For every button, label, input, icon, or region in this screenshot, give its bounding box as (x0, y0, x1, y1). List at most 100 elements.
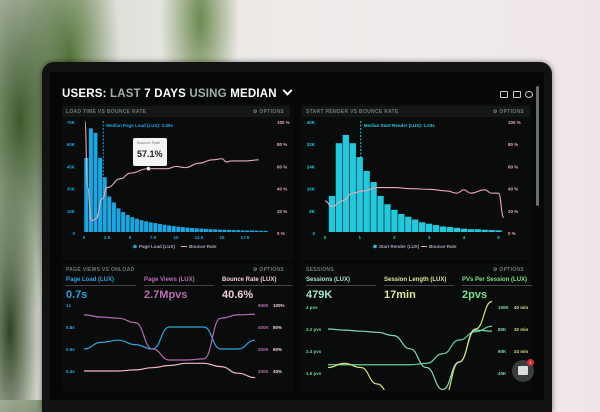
panel-header: START RENDER VS BOUNCE RATE ⚙ OPTIONS (302, 106, 530, 117)
series-line (327, 328, 493, 390)
histogram-bar (190, 228, 195, 232)
y2-tick-label: 60 % (508, 164, 518, 169)
options-label: OPTIONS (259, 267, 284, 273)
histogram-bar (134, 218, 139, 232)
y2-tick-label: 200K (258, 369, 270, 374)
histogram-bar (139, 220, 144, 232)
histogram-bar (125, 214, 130, 232)
expand-icon[interactable] (513, 91, 521, 98)
y-tick-label: 0.4s (66, 369, 75, 374)
tooltip-label: Bounce Rate (137, 140, 161, 145)
options-button[interactable]: ⚙ OPTIONS (252, 109, 284, 115)
histogram-bar (398, 213, 405, 232)
histogram-bar (107, 196, 112, 232)
histogram-bar (460, 228, 467, 232)
y-tick-label: 30K (67, 187, 76, 192)
kpi-card: PVs Per Session (LUX) 2pvs (462, 277, 532, 301)
histogram-bar (208, 229, 213, 232)
y2-tick-label: 100K (498, 305, 510, 310)
y-tick-label: 8K (309, 209, 316, 214)
panel-title: SESSIONS (306, 267, 334, 273)
kpi-card: Page Views (LUX) 2.7Mpvs (144, 277, 214, 301)
median-label: Median Page Load (LUX): 2.09s (106, 123, 173, 128)
histogram-bar (194, 228, 199, 232)
histogram-bar (102, 177, 107, 232)
histogram-bar (356, 157, 363, 232)
y-tick-label: 0.6s (66, 347, 75, 352)
histogram-bar (425, 223, 433, 232)
y2-tick-label: 20 % (277, 209, 287, 214)
options-button[interactable]: ⚙ OPTIONS (492, 267, 524, 273)
histogram-bar (328, 195, 336, 232)
histogram-bar (231, 230, 236, 232)
y3-tick-label: 100% (273, 303, 285, 308)
kpi-value: 0.7s (66, 289, 88, 301)
histogram-bar (176, 226, 181, 232)
series-line (327, 325, 493, 366)
line-series-group (327, 300, 493, 390)
histogram-bar (453, 227, 461, 232)
kpi-label: Sessions (LUX) (306, 277, 376, 286)
series-line (83, 326, 256, 350)
y3-tick-label: 32 min (514, 327, 529, 332)
y2-tick-label: 100 % (277, 120, 290, 125)
y-tick-label: 0 (72, 231, 75, 236)
y-tick-label: 32K (307, 142, 316, 147)
histogram-bar (377, 195, 384, 232)
kpi-value: 2.7Mpvs (144, 289, 188, 301)
y2-tick-label: 0 % (508, 231, 516, 236)
charts-layer: Median Page Load (LUX): 2.09s75K60K45K30… (66, 120, 529, 390)
y-tick-label: 1.6 pvs (306, 371, 322, 376)
panel-header: PAGE VIEWS VS ONLOAD ⚙ OPTIONS (62, 264, 290, 275)
help-icon[interactable] (525, 91, 533, 98)
monitor-icon[interactable] (500, 91, 508, 98)
histogram-bar (245, 230, 250, 232)
median-label: Median Start Render (LUX): 1.03s (364, 123, 436, 128)
page-title[interactable]: USERS: LAST 7 DAYS USING MEDIAN (62, 85, 293, 100)
y-tick-label: 75K (67, 120, 76, 125)
y2-tick-label: 300K (258, 347, 270, 352)
x-tick-label: 10 (173, 235, 179, 240)
histogram-bar (439, 226, 447, 232)
title-last: LAST (110, 88, 145, 100)
panel-title: PAGE VIEWS VS ONLOAD (66, 267, 135, 273)
histogram-bar (495, 230, 502, 232)
y2-tick-label: 80 % (277, 142, 287, 147)
y3-tick-label: 60% (273, 347, 282, 352)
tooltip-point (146, 166, 151, 171)
histogram-bar (384, 204, 391, 232)
notification-badge: 1 (527, 359, 534, 366)
x-tick-label: 17.5 (241, 235, 250, 240)
histogram-bar (412, 219, 419, 232)
y2-tick-label: 0 % (277, 231, 285, 236)
histogram-bar (254, 230, 259, 232)
title-days: 7 DAYS (144, 88, 190, 100)
panel-title: LOAD TIME VS BOUNCE RATE (66, 109, 147, 115)
y-tick-label: 2.4 pvs (306, 349, 322, 354)
options-button[interactable]: ⚙ OPTIONS (492, 109, 524, 115)
y2-tick-label: 100 % (508, 120, 521, 125)
legend-label: Bounce Rate (189, 244, 217, 249)
histogram-bar (342, 134, 349, 232)
legend-label: Start Render (LUX) (379, 244, 420, 249)
series-line (83, 313, 256, 361)
y2-tick-label: 60 % (277, 164, 287, 169)
y-tick-label: 15K (67, 209, 76, 214)
kpi-card: Page Load (LUX) 0.7s (66, 277, 136, 301)
histogram-bar (98, 158, 103, 232)
y3-tick-label: 40% (273, 369, 282, 374)
options-button[interactable]: ⚙ OPTIONS (252, 267, 284, 273)
kpi-label: Bounce Rate (LUX) (222, 277, 292, 286)
histogram-bar (405, 216, 412, 232)
histogram-bar (213, 229, 218, 232)
y2-tick-label: 40 % (508, 187, 518, 192)
histogram-bar (88, 128, 93, 232)
histogram-bar (240, 230, 245, 232)
histogram-bar (185, 227, 190, 232)
x-tick-label: 12.5 (195, 235, 204, 240)
scrollbar[interactable] (536, 86, 539, 206)
histogram-bar (481, 229, 488, 232)
kpi-card: Session Length (LUX) 17min (384, 277, 454, 301)
panel-header: LOAD TIME VS BOUNCE RATE ⚙ OPTIONS (62, 106, 290, 117)
histogram-bar (474, 229, 481, 232)
